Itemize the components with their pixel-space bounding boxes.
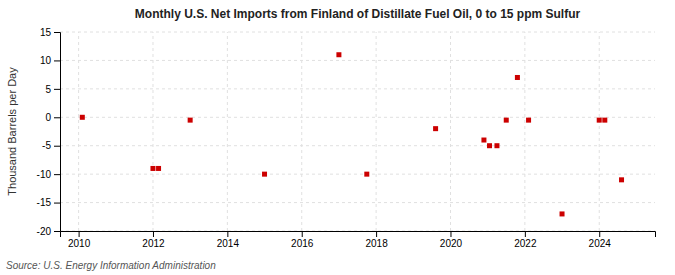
- x-tick: 2022: [514, 231, 537, 249]
- y-axis: -20 -15 -10 -5 0 5 10 15: [37, 27, 61, 237]
- grid: [60, 32, 655, 231]
- x-tick-mark: [227, 231, 228, 237]
- y-tick-label: -5: [42, 140, 51, 151]
- y-tick-label: 15: [40, 27, 52, 38]
- point: [156, 166, 161, 171]
- x-tick-mark: [153, 231, 154, 237]
- y-tick: 15: [40, 27, 60, 38]
- x-tick-label: 2016: [291, 238, 314, 249]
- y-grid-line: [60, 32, 655, 33]
- x-tick-label: 2022: [514, 238, 537, 249]
- x-tick-mark: [79, 231, 80, 237]
- title: Monthly U.S. Net Imports from Finland of…: [135, 7, 581, 21]
- y-tick: 5: [45, 84, 60, 95]
- y-tick-mark: [54, 117, 60, 118]
- x-tick: 2014: [217, 231, 240, 249]
- y-tick-mark: [54, 146, 60, 147]
- point: [515, 75, 520, 80]
- x-tick-mark: [599, 231, 600, 237]
- x-grid-line: [524, 32, 525, 231]
- x-tick-label: 2024: [589, 238, 612, 249]
- y-tick: -15: [37, 197, 60, 208]
- points: [80, 52, 624, 216]
- x-tick-label: 2018: [365, 238, 388, 249]
- x-axis-line: [61, 232, 656, 238]
- x-tick: 2016: [291, 231, 314, 249]
- x-axis: 2010 2012 2014 2016 2018 2020 2022 2024: [61, 231, 656, 249]
- x-tick: 2018: [365, 231, 388, 249]
- point: [364, 172, 369, 177]
- x-tick-label: 2014: [217, 238, 240, 249]
- x-grid-line: [301, 32, 302, 231]
- y-tick: 10: [40, 55, 60, 66]
- y-tick-label: 10: [40, 55, 52, 66]
- point: [602, 118, 607, 123]
- y-grid-line: [60, 174, 655, 175]
- x-tick-mark: [376, 231, 377, 237]
- point: [433, 126, 438, 131]
- x-tick: 2024: [589, 231, 612, 249]
- x-tick: 2010: [68, 231, 91, 249]
- point: [336, 52, 341, 57]
- point: [560, 211, 565, 216]
- x-tick-label: 2020: [440, 238, 463, 249]
- point: [487, 143, 492, 148]
- point: [262, 172, 267, 177]
- chart: 2010 2012 2014 2016 2018 2020 2022 2024 -20 -15 -1…: [0, 0, 675, 275]
- point: [619, 177, 624, 182]
- y-tick-label: 0: [45, 112, 51, 123]
- x-grid-line: [599, 32, 600, 231]
- x-grid-line: [376, 32, 377, 231]
- y-axis-title: Thousand Barrels per Day: [6, 67, 18, 196]
- y-grid-line: [60, 117, 655, 118]
- point: [494, 143, 499, 148]
- x-tick-label: 2012: [142, 238, 165, 249]
- point: [150, 166, 155, 171]
- point: [481, 138, 486, 143]
- x-grid-line: [450, 32, 451, 231]
- y-tick: 0: [45, 112, 60, 123]
- y-tick: -10: [37, 169, 60, 180]
- y-tick-mark: [54, 32, 60, 33]
- y-axis-line: [54, 33, 61, 232]
- x-grid-line: [152, 32, 153, 231]
- y-tick: -20: [37, 226, 60, 237]
- y-grid-line: [60, 202, 655, 203]
- x-tick: 2020: [440, 231, 463, 249]
- y-tick-mark: [54, 231, 60, 232]
- point: [526, 118, 531, 123]
- x-grid-line: [227, 32, 228, 231]
- x-tick-mark: [450, 231, 451, 237]
- y-tick-mark: [54, 60, 60, 61]
- point: [80, 115, 85, 120]
- y-tick-label: -10: [37, 169, 52, 180]
- y-tick-label: -20: [37, 226, 52, 237]
- y-tick-label: 5: [45, 84, 51, 95]
- y-grid-line: [60, 60, 655, 61]
- point: [504, 118, 509, 123]
- y-tick-label: -15: [37, 197, 52, 208]
- y-tick-mark: [54, 89, 60, 90]
- y-grid-line: [60, 145, 655, 146]
- y-tick-mark: [54, 174, 60, 175]
- y-tick-mark: [54, 203, 60, 204]
- x-tick-mark: [525, 231, 526, 237]
- y-tick: -5: [42, 140, 60, 151]
- x-tick: 2012: [142, 231, 165, 249]
- x-tick-mark: [302, 231, 303, 237]
- y-grid-line: [60, 88, 655, 89]
- point: [188, 118, 193, 123]
- source: Source: U.S. Energy Information Administ…: [6, 260, 216, 271]
- point: [597, 118, 602, 123]
- x-tick-label: 2010: [68, 238, 91, 249]
- x-grid-line: [78, 32, 79, 231]
